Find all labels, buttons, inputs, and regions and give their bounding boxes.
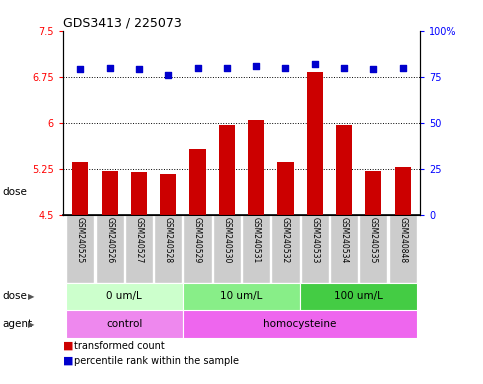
Text: percentile rank within the sample: percentile rank within the sample (73, 356, 239, 366)
Bar (301, 215, 329, 283)
Bar (131, 172, 147, 215)
Bar (96, 215, 124, 283)
Point (135, 66, 143, 73)
Text: GSM240526: GSM240526 (105, 217, 114, 263)
Text: GSM240528: GSM240528 (164, 217, 173, 263)
Bar (66, 215, 95, 283)
Text: transformed count: transformed count (73, 341, 164, 351)
Text: GSM240533: GSM240533 (310, 217, 319, 263)
Point (311, 61, 319, 67)
Bar (395, 167, 411, 215)
Text: 100 um/L: 100 um/L (334, 291, 383, 301)
Bar (307, 72, 323, 215)
Bar (160, 174, 176, 215)
Point (282, 65, 289, 71)
Bar (154, 215, 182, 283)
Point (106, 65, 114, 71)
Point (164, 72, 172, 78)
Bar (101, 171, 118, 215)
Bar (183, 310, 417, 338)
Point (340, 65, 348, 71)
Point (223, 65, 231, 71)
Bar (336, 125, 352, 215)
Text: ▶: ▶ (28, 319, 35, 329)
Point (194, 65, 201, 71)
Text: control: control (106, 319, 142, 329)
Text: 0 um/L: 0 um/L (106, 291, 142, 301)
Bar (66, 310, 183, 338)
Text: GSM240534: GSM240534 (340, 217, 349, 263)
Point (252, 63, 260, 69)
Bar (365, 171, 382, 215)
Bar (277, 162, 294, 215)
Bar (219, 125, 235, 215)
Bar (330, 215, 358, 283)
Text: ■: ■ (63, 356, 73, 366)
Text: dose: dose (2, 291, 28, 301)
Text: homocysteine: homocysteine (263, 319, 337, 329)
Bar (213, 215, 241, 283)
Text: GSM240531: GSM240531 (252, 217, 261, 263)
Text: GSM240527: GSM240527 (134, 217, 143, 263)
Text: GSM240535: GSM240535 (369, 217, 378, 263)
Text: GSM240848: GSM240848 (398, 217, 407, 263)
Text: ▶: ▶ (28, 292, 35, 301)
Text: ■: ■ (63, 341, 73, 351)
Text: GSM240529: GSM240529 (193, 217, 202, 263)
Bar (183, 283, 300, 310)
Text: dose: dose (2, 187, 28, 197)
Point (369, 66, 377, 73)
Bar (72, 162, 88, 215)
Bar (248, 121, 264, 215)
Text: GSM240532: GSM240532 (281, 217, 290, 263)
Point (76, 66, 84, 73)
Bar (242, 215, 270, 283)
Text: 10 um/L: 10 um/L (220, 291, 263, 301)
Text: GDS3413 / 225073: GDS3413 / 225073 (63, 17, 182, 30)
Bar (359, 215, 387, 283)
Bar (189, 149, 206, 215)
Text: GSM240525: GSM240525 (76, 217, 85, 263)
Bar (184, 215, 212, 283)
Point (399, 65, 407, 71)
Bar (66, 283, 183, 310)
Bar (271, 215, 299, 283)
Text: GSM240530: GSM240530 (222, 217, 231, 263)
Bar (300, 283, 417, 310)
Bar (125, 215, 153, 283)
Text: agent: agent (2, 319, 32, 329)
Bar (388, 215, 417, 283)
